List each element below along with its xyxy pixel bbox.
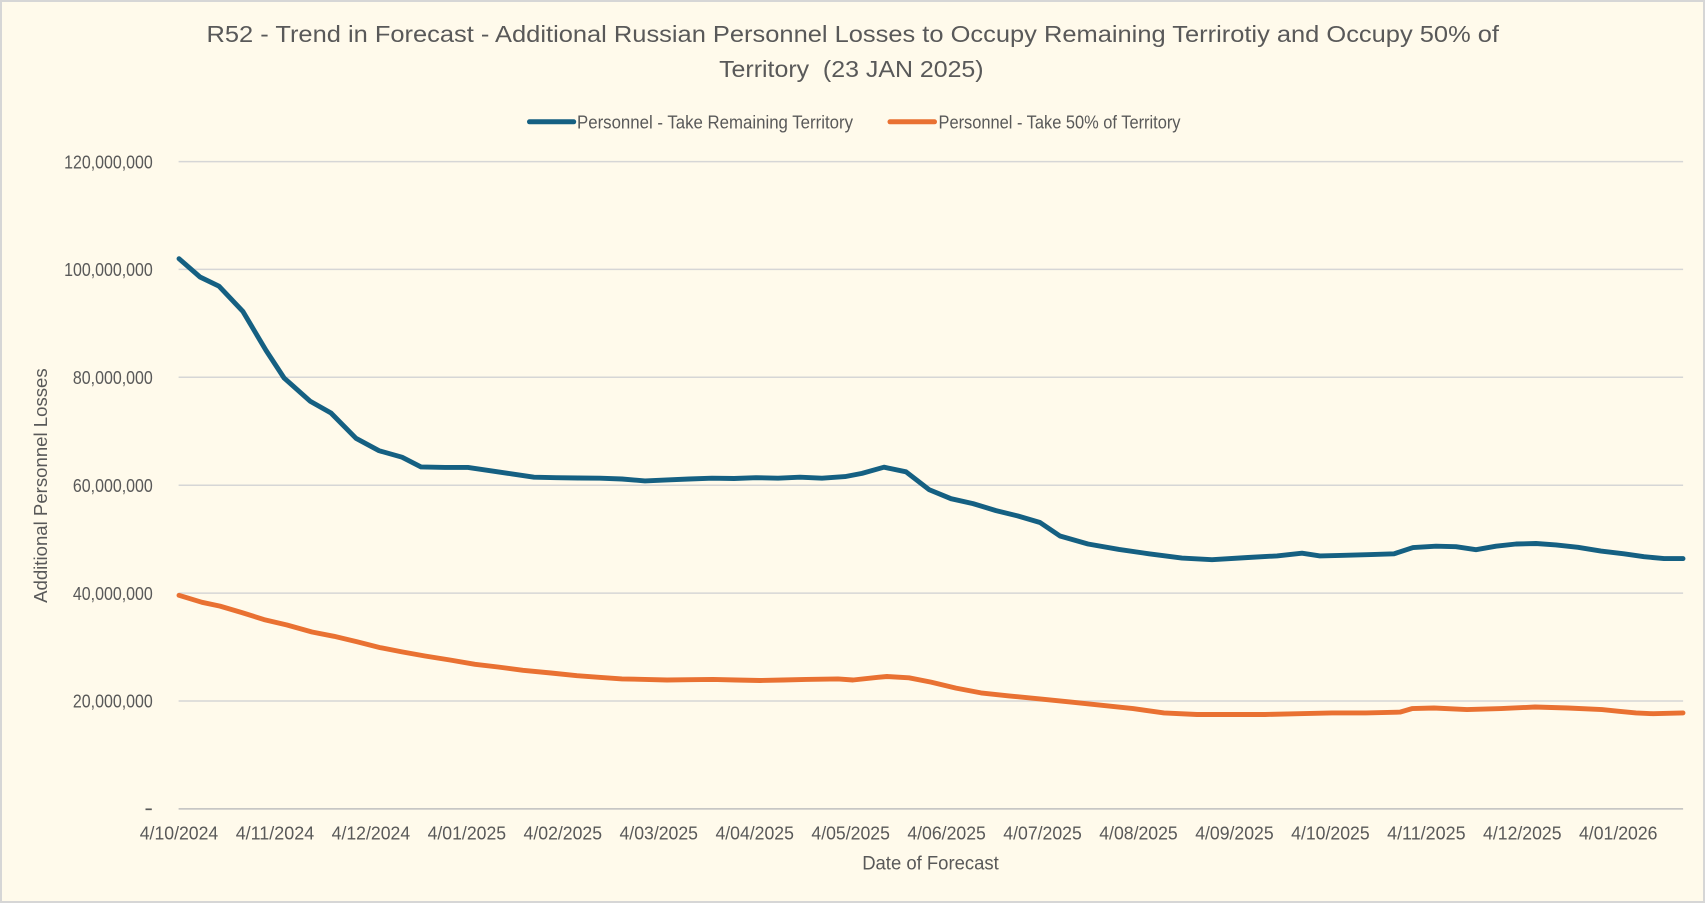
svg-text:40,000,000: 40,000,000 <box>73 583 153 604</box>
svg-text:4/11/2024: 4/11/2024 <box>236 823 315 844</box>
svg-text:4/11/2025: 4/11/2025 <box>1387 823 1466 844</box>
svg-text:4/04/2025: 4/04/2025 <box>715 823 794 844</box>
svg-text:Personnel - Take 50% of Territ: Personnel - Take 50% of Territory <box>939 112 1181 132</box>
svg-text:4/09/2025: 4/09/2025 <box>1195 823 1274 844</box>
svg-text:4/01/2025: 4/01/2025 <box>428 823 507 844</box>
svg-text:R52 - Trend in Forecast - Addi: R52 - Trend in Forecast - Additional Rus… <box>207 21 1500 47</box>
svg-text:Personnel - Take Remaining Ter: Personnel - Take Remaining Territory <box>577 112 853 132</box>
svg-text:4/02/2025: 4/02/2025 <box>524 823 603 844</box>
svg-text:120,000,000: 120,000,000 <box>64 151 153 172</box>
svg-text:Territory (23 JAN 2025): Territory (23 JAN 2025) <box>719 56 984 82</box>
svg-text:Date of Forecast: Date of Forecast <box>862 854 999 875</box>
svg-text:4/01/2026: 4/01/2026 <box>1579 823 1658 844</box>
svg-text:4/05/2025: 4/05/2025 <box>811 823 890 844</box>
svg-text:4/10/2025: 4/10/2025 <box>1291 823 1370 844</box>
svg-text:60,000,000: 60,000,000 <box>73 475 153 496</box>
svg-text:80,000,000: 80,000,000 <box>73 367 153 388</box>
svg-text:4/10/2024: 4/10/2024 <box>140 823 219 844</box>
svg-text:4/06/2025: 4/06/2025 <box>907 823 986 844</box>
svg-text:4/08/2025: 4/08/2025 <box>1099 823 1178 844</box>
svg-text:4/03/2025: 4/03/2025 <box>620 823 699 844</box>
svg-text:4/07/2025: 4/07/2025 <box>1003 823 1082 844</box>
svg-text:4/12/2025: 4/12/2025 <box>1483 823 1562 844</box>
svg-text:100,000,000: 100,000,000 <box>64 259 153 280</box>
svg-text:20,000,000: 20,000,000 <box>73 691 153 712</box>
svg-text:4/12/2024: 4/12/2024 <box>332 823 411 844</box>
svg-text:Additional Personnel Losses: Additional Personnel Losses <box>30 368 51 603</box>
